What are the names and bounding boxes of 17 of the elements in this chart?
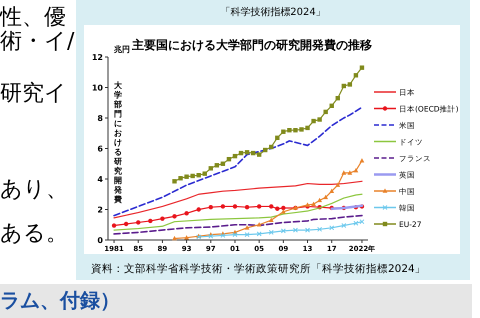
- y-tick-label: 4: [97, 175, 104, 184]
- text: あり、: [0, 177, 68, 202]
- text: 大学部門における研究開発費: [114, 81, 122, 204]
- text: 兆円: [113, 45, 130, 54]
- y-tick-label: 8: [97, 114, 104, 123]
- text: ある。: [0, 221, 68, 246]
- y-tick-label: 12: [92, 53, 103, 62]
- y-tick-label: 10: [92, 84, 104, 92]
- y-tick-label: 0: [97, 236, 104, 245]
- text: 研究イ: [0, 81, 67, 106]
- y-tick-label: 6: [97, 144, 104, 154]
- text: 資料：文部科学省科学技術・学術政策研究所「科学技術指標2024」: [91, 262, 426, 275]
- y-tick-label: 2: [97, 206, 103, 214]
- text: 術・イ/: [0, 29, 75, 54]
- chart-title: 主要国における大学部門の研究開発費の推移: [131, 38, 372, 52]
- text: 「科学技術指標2024」: [220, 6, 326, 18]
- text: ラム、付録）: [0, 288, 120, 312]
